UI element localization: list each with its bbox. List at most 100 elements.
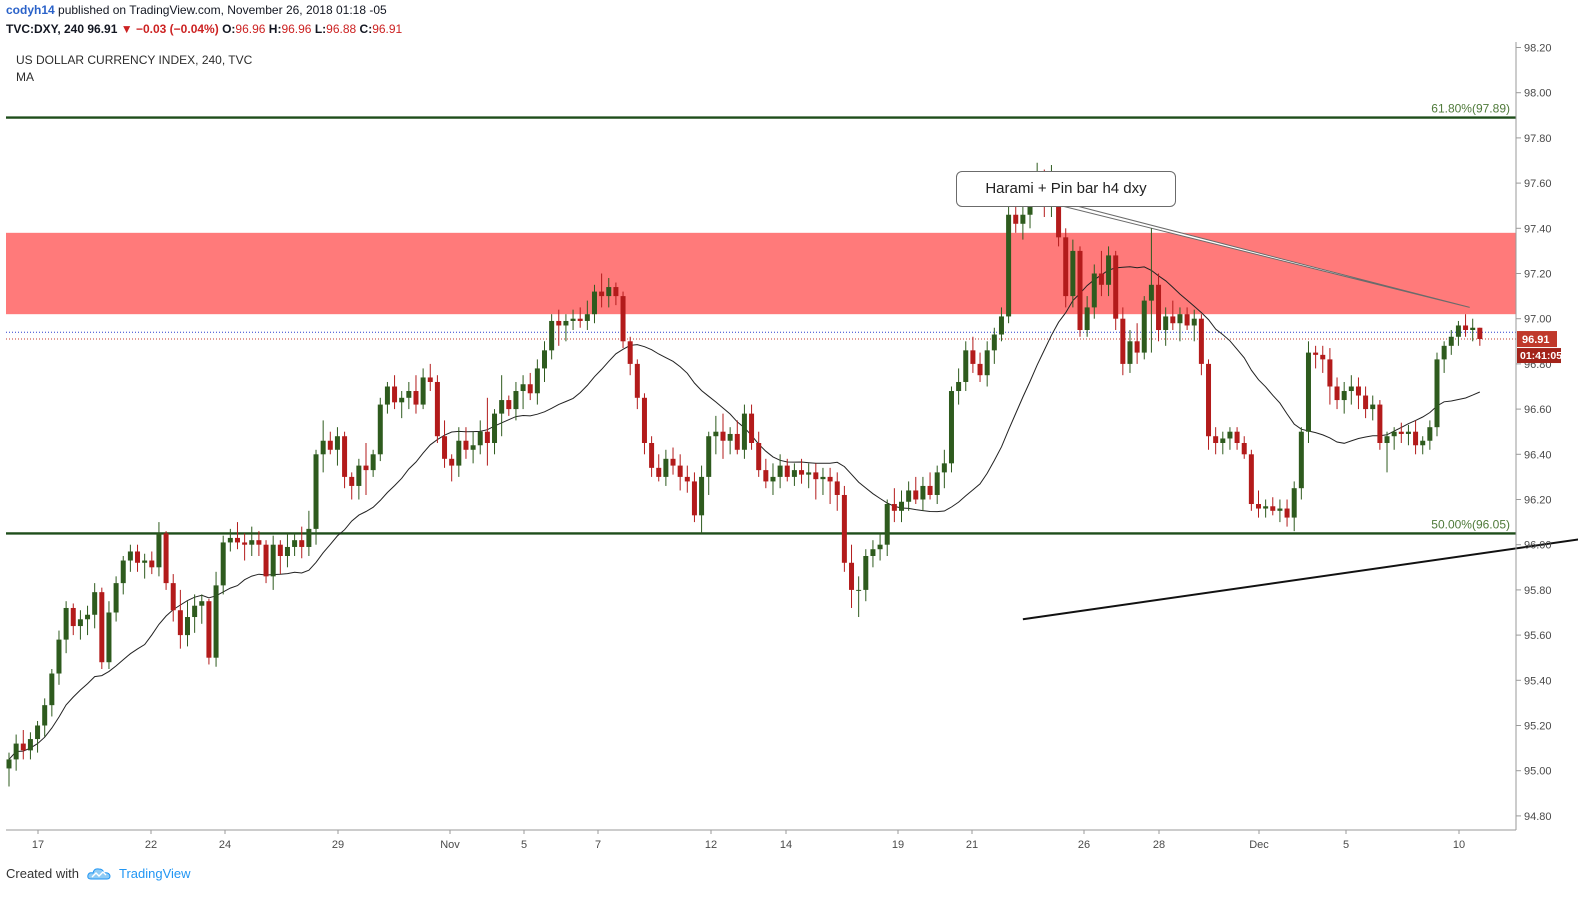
- candle[interactable]: [1477, 327, 1483, 346]
- candle[interactable]: [634, 359, 640, 410]
- candle[interactable]: [1070, 239, 1076, 308]
- candle[interactable]: [1170, 300, 1176, 330]
- candle[interactable]: [741, 404, 747, 459]
- candle[interactable]: [227, 528, 233, 552]
- candle[interactable]: [77, 610, 83, 640]
- candle[interactable]: [863, 549, 869, 602]
- candle[interactable]: [791, 463, 797, 486]
- candle[interactable]: [556, 309, 562, 346]
- candle[interactable]: [777, 454, 783, 489]
- candle[interactable]: [599, 273, 605, 308]
- candle[interactable]: [1320, 345, 1326, 373]
- candle[interactable]: [806, 463, 812, 489]
- candle[interactable]: [249, 526, 255, 556]
- candle[interactable]: [1241, 436, 1247, 459]
- candle[interactable]: [1405, 424, 1411, 446]
- candle[interactable]: [477, 420, 483, 455]
- candle[interactable]: [1084, 296, 1090, 337]
- candle[interactable]: [513, 381, 519, 421]
- candle[interactable]: [1227, 427, 1233, 450]
- candle[interactable]: [749, 404, 755, 450]
- candle[interactable]: [991, 327, 997, 364]
- candle[interactable]: [1141, 296, 1147, 360]
- candle[interactable]: [1077, 246, 1083, 337]
- candle[interactable]: [1198, 314, 1204, 376]
- candle[interactable]: [948, 386, 954, 473]
- candle[interactable]: [1470, 318, 1476, 342]
- candle[interactable]: [756, 431, 762, 477]
- candle[interactable]: [834, 472, 840, 511]
- candle[interactable]: [1305, 341, 1311, 443]
- candle[interactable]: [263, 540, 269, 584]
- candle[interactable]: [606, 278, 612, 308]
- annotation-callout[interactable]: Harami + Pin bar h4 dxy: [956, 171, 1176, 207]
- candle[interactable]: [1177, 307, 1183, 342]
- tradingview-logo-text[interactable]: TradingView: [118, 866, 191, 881]
- candle[interactable]: [470, 431, 476, 464]
- candle[interactable]: [1313, 345, 1319, 369]
- candle[interactable]: [641, 393, 647, 455]
- candle[interactable]: [920, 476, 926, 511]
- candle[interactable]: [242, 533, 248, 561]
- candle[interactable]: [1384, 431, 1390, 473]
- support-trendline[interactable]: [1022, 441, 1578, 621]
- candle[interactable]: [663, 449, 669, 486]
- candle[interactable]: [1363, 386, 1369, 419]
- candle[interactable]: [1391, 427, 1397, 450]
- candle[interactable]: [277, 540, 283, 575]
- candle[interactable]: [956, 368, 962, 405]
- candle[interactable]: [442, 420, 448, 468]
- candle[interactable]: [27, 732, 33, 760]
- candle[interactable]: [977, 352, 983, 382]
- candle[interactable]: [20, 730, 26, 760]
- candle[interactable]: [220, 535, 226, 595]
- candle[interactable]: [356, 458, 362, 500]
- price-axis[interactable]: 94.80 95.00 95.20 95.40 95.60 95.80 96.00 96.20…: [1516, 43, 1562, 823]
- candle[interactable]: [799, 458, 805, 484]
- candle[interactable]: [284, 533, 290, 568]
- candle[interactable]: [1127, 330, 1133, 373]
- candle[interactable]: [620, 291, 626, 349]
- candle[interactable]: [234, 522, 240, 550]
- candle[interactable]: [1348, 375, 1354, 405]
- candle[interactable]: [884, 499, 890, 557]
- candle[interactable]: [713, 415, 719, 455]
- candle[interactable]: [1413, 420, 1419, 455]
- candle[interactable]: [549, 314, 555, 360]
- candle[interactable]: [927, 472, 933, 500]
- candle[interactable]: [35, 720, 41, 753]
- candle[interactable]: [206, 598, 212, 665]
- candle[interactable]: [1134, 323, 1140, 364]
- candle[interactable]: [363, 443, 369, 495]
- candle[interactable]: [720, 413, 726, 459]
- candle[interactable]: [127, 544, 133, 572]
- candle[interactable]: [185, 601, 190, 647]
- candle[interactable]: [292, 533, 298, 556]
- candle[interactable]: [563, 314, 569, 342]
- candle[interactable]: [1220, 431, 1226, 455]
- candle[interactable]: [1063, 228, 1069, 308]
- candle[interactable]: [891, 488, 897, 523]
- candle[interactable]: [484, 397, 490, 466]
- candle[interactable]: [63, 601, 69, 654]
- candle[interactable]: [163, 531, 169, 590]
- candle[interactable]: [256, 531, 262, 556]
- candle[interactable]: [734, 420, 740, 455]
- candle[interactable]: [1256, 490, 1261, 518]
- candle[interactable]: [99, 587, 105, 669]
- candle[interactable]: [270, 535, 276, 590]
- candle[interactable]: [1206, 359, 1212, 450]
- candle[interactable]: [584, 300, 590, 330]
- candle[interactable]: [1113, 250, 1119, 330]
- candle[interactable]: [820, 467, 826, 495]
- candle[interactable]: [506, 395, 512, 416]
- candle[interactable]: [177, 589, 183, 649]
- candle[interactable]: [784, 458, 790, 482]
- candle[interactable]: [1298, 427, 1304, 500]
- candle[interactable]: [313, 449, 319, 545]
- candle[interactable]: [706, 431, 712, 495]
- candle[interactable]: [899, 490, 904, 523]
- candle[interactable]: [85, 605, 91, 636]
- candle[interactable]: [1341, 381, 1347, 414]
- candle[interactable]: [384, 381, 390, 414]
